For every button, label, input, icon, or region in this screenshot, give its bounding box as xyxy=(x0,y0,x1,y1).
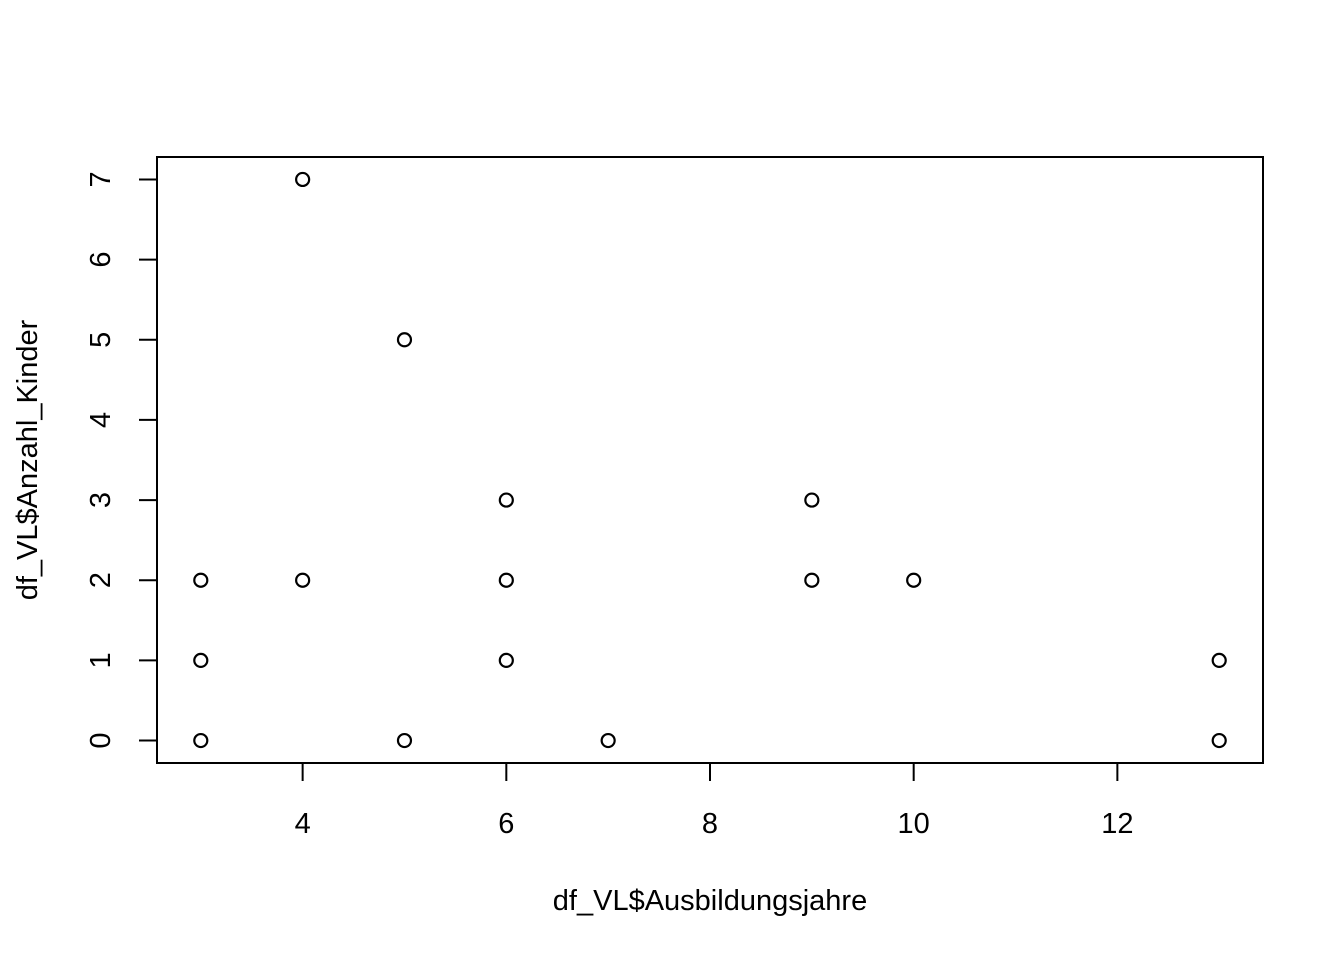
x-tick-label: 4 xyxy=(295,808,311,840)
y-tick-label: 2 xyxy=(85,572,117,588)
y-tick-label: 6 xyxy=(85,252,117,268)
data-point xyxy=(1211,732,1227,749)
data-point xyxy=(1211,652,1227,668)
y-tick-label: 1 xyxy=(85,652,117,668)
y-tick-label: 4 xyxy=(85,412,117,428)
data-point xyxy=(498,492,514,508)
x-tick-label: 10 xyxy=(898,808,930,840)
y-tick-label: 0 xyxy=(85,732,117,748)
y-tick-label: 3 xyxy=(85,492,117,508)
y-axis: 0 1 2 3 4 5 6 7 xyxy=(85,171,158,749)
data-point xyxy=(295,171,311,188)
data-point xyxy=(906,572,922,588)
y-tick-label: 7 xyxy=(85,171,117,187)
x-tick-label: 8 xyxy=(702,808,718,840)
data-point xyxy=(193,652,209,668)
data-point xyxy=(498,652,514,668)
data-point xyxy=(600,732,616,749)
x-tick-label: 6 xyxy=(498,808,514,840)
x-axis: 4 6 8 10 12 xyxy=(295,762,1133,840)
data-point xyxy=(295,572,311,588)
data-point xyxy=(804,572,820,588)
data-point xyxy=(193,572,209,588)
data-point xyxy=(396,332,413,348)
data-point xyxy=(498,572,514,588)
x-tick-label: 12 xyxy=(1101,808,1133,840)
data-point xyxy=(396,732,413,749)
data-points xyxy=(193,171,1227,749)
data-point xyxy=(193,732,209,749)
y-axis-label: df_VL$Anzahl_Kinder xyxy=(12,319,44,600)
plot-frame xyxy=(156,156,1264,764)
data-point xyxy=(804,492,820,508)
x-axis-label: df_VL$Ausbildungsjahre xyxy=(553,885,867,917)
y-tick-label: 5 xyxy=(85,332,117,348)
